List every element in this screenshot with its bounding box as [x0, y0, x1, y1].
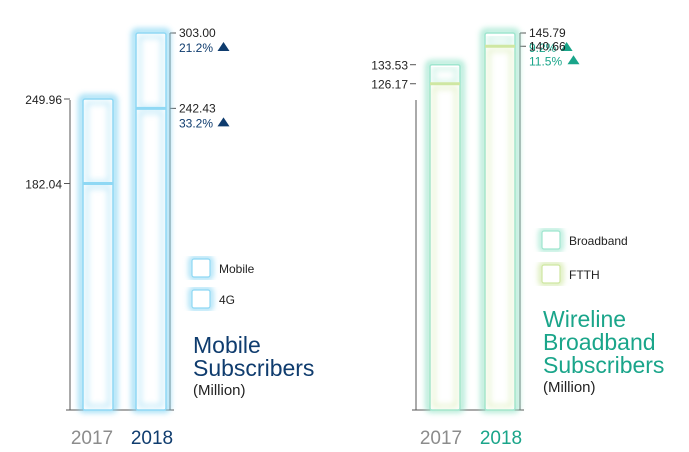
wireline-bar-ftth-2017 [432, 86, 458, 408]
wireline-growth-label: 11.5% [529, 54, 562, 68]
wireline-right-tick-label: 145.79 [529, 26, 566, 40]
mobile-bar-4g-2017 [85, 186, 111, 408]
wireline-legend-swatch-ftth [541, 264, 561, 284]
mobile-growth-label: 33.2% [179, 116, 213, 130]
wireline-bar-broadband-2018 [484, 32, 516, 411]
wireline-growth-label: 9.2% [529, 41, 557, 55]
wireline-unit-label: (Million) [543, 379, 596, 396]
mobile-legend-swatch-4g [191, 289, 211, 309]
mobile-left-tick-label: 182.04 [25, 178, 62, 192]
wireline-right-tick-label: 140.66 [529, 39, 566, 53]
wireline-year-label-2018: 2018 [480, 428, 522, 449]
wireline-title-line-2: Broadband [543, 329, 656, 355]
wireline-left-tick-label: 133.53 [371, 59, 408, 73]
wireline-legend-swatch-glow [539, 262, 563, 286]
wireline-legend-label-broadband: Broadband [569, 234, 628, 248]
mobile-bar-top-segment-2017 [85, 101, 111, 184]
mobile-right-tick-label: 303.00 [179, 26, 216, 40]
mobile-chart-title: Mobile Subscribers (Million) [193, 332, 315, 399]
mobile-legend-swatch-glow [189, 256, 213, 280]
mobile-bar-top-segment-2018 [138, 35, 164, 108]
mobile-growth-up-triangle [217, 117, 230, 127]
wireline-bar-top-segment-2017 [432, 67, 458, 84]
wireline-chart-title: Wireline Broadband Subscribers (Million) [543, 306, 665, 396]
wireline-legend-label-ftth: FTTH [569, 268, 600, 282]
mobile-year-label-2017: 2017 [71, 428, 113, 449]
wireline-left-tick-label: 126.17 [371, 78, 408, 92]
mobile-bar-4g-2018 [138, 110, 164, 408]
wireline-growth-up-triangle [567, 55, 580, 65]
wireline-legend-swatch-glow [539, 228, 563, 252]
wireline-legend-swatch-broadband [541, 230, 561, 250]
mobile-right-tick-label: 242.43 [179, 101, 216, 115]
mobile-left-tick-label: 249.96 [25, 93, 62, 107]
wireline-bar-ftth-2018 [487, 48, 513, 408]
mobile-title-line-1: Mobile [193, 332, 261, 358]
mobile-legend-swatch-mobile [191, 258, 211, 278]
mobile-growth-up-triangle [217, 42, 230, 51]
mobile-legend-label-mobile: Mobile [219, 262, 255, 276]
mobile-bar-mobile-2017 [82, 98, 114, 411]
wireline-title-line-3: Subscribers [543, 352, 665, 378]
mobile-unit-label: (Million) [193, 382, 246, 399]
mobile-year-label-2018: 2018 [131, 428, 173, 449]
mobile-title-line-2: Subscribers [193, 355, 315, 381]
wireline-bar-top-segment-2018 [487, 35, 513, 46]
wireline-title-line-1: Wireline [543, 306, 627, 332]
wireline-year-label-2017: 2017 [420, 428, 462, 449]
wireline-growth-up-triangle [560, 42, 573, 51]
wireline-bar-broadband-2017 [429, 63, 461, 411]
mobile-legend-swatch-glow [189, 287, 213, 311]
mobile-growth-label: 21.2% [179, 41, 213, 55]
mobile-legend-label-4g: 4G [219, 293, 235, 307]
mobile-bar-mobile-2018 [135, 32, 167, 411]
